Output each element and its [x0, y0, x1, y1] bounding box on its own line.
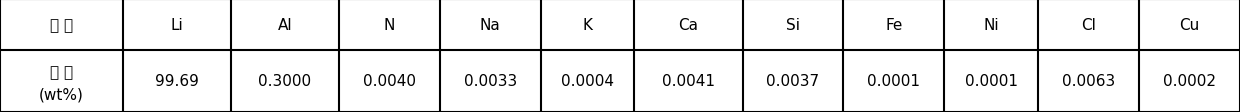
Text: 0.0001: 0.0001 [965, 74, 1018, 89]
Text: 0.3000: 0.3000 [258, 74, 311, 89]
Text: 0.0063: 0.0063 [1061, 74, 1115, 89]
Text: (wt%): (wt%) [38, 87, 84, 102]
Text: 0.0002: 0.0002 [1163, 74, 1216, 89]
Text: Si: Si [786, 18, 800, 33]
Text: N: N [383, 18, 396, 33]
Text: 0.0033: 0.0033 [464, 74, 517, 89]
Text: 组 成: 组 成 [50, 18, 73, 33]
Text: 0.0037: 0.0037 [766, 74, 820, 89]
Text: 99.69: 99.69 [155, 74, 198, 89]
Text: Na: Na [480, 18, 501, 33]
Text: Li: Li [170, 18, 184, 33]
Text: Cu: Cu [1179, 18, 1199, 33]
Text: K: K [583, 18, 593, 33]
Text: Ca: Ca [678, 18, 698, 33]
Text: 0.0040: 0.0040 [363, 74, 415, 89]
Text: 0.0004: 0.0004 [560, 74, 614, 89]
Text: 含 量: 含 量 [50, 65, 73, 80]
Text: Al: Al [278, 18, 293, 33]
Text: 0.0041: 0.0041 [662, 74, 715, 89]
Text: Cl: Cl [1081, 18, 1096, 33]
Text: Fe: Fe [885, 18, 903, 33]
Text: Ni: Ni [983, 18, 999, 33]
Text: 0.0001: 0.0001 [868, 74, 920, 89]
